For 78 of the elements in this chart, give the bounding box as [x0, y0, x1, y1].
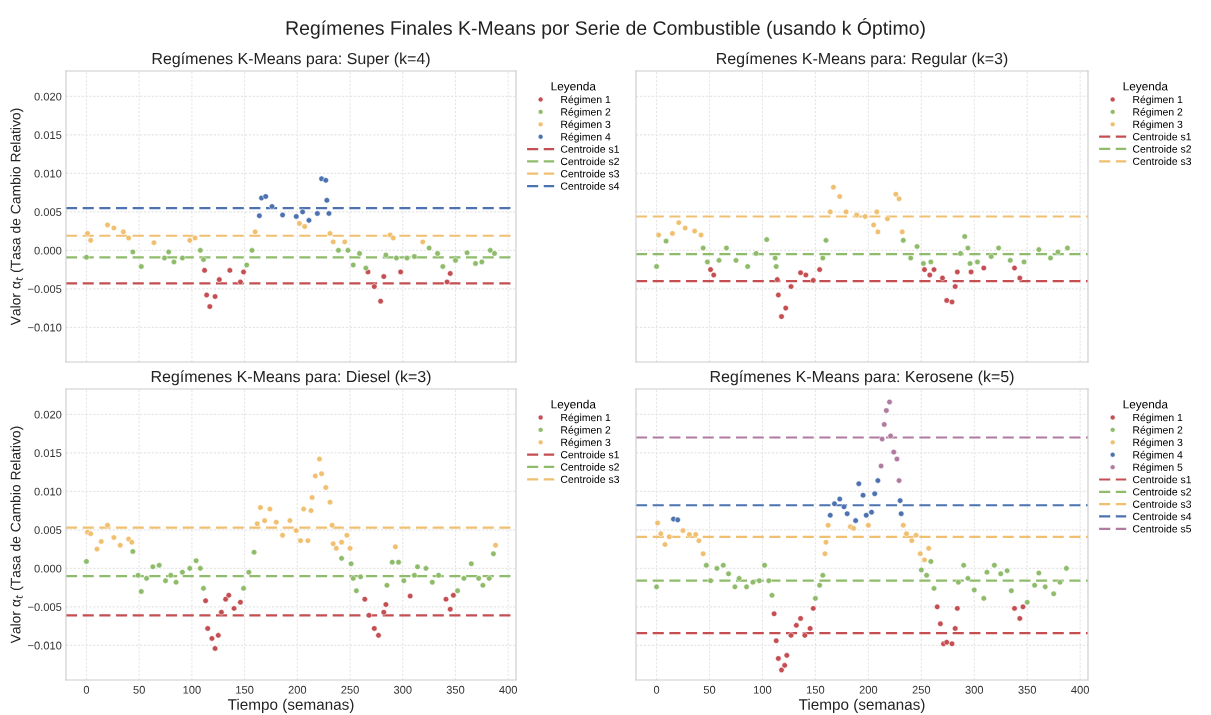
legend-label: Centroide s2	[560, 463, 619, 471]
x-tick-label: 0	[653, 685, 660, 694]
legend-label: Centroide s3	[1132, 500, 1192, 508]
legend-label: Régimen 3	[1133, 120, 1183, 131]
y-tick-label: 0.000	[34, 564, 62, 573]
text: Regímenes Finales K-Means por Serie de Combustible (usando k Óptimo)	[286, 17, 925, 39]
legend-label: Centroide s1	[560, 145, 619, 153]
legend-label: Régimen 3	[561, 438, 611, 449]
legend-label: Centroide s1	[1132, 475, 1192, 484]
x-tick-label: 50	[133, 685, 145, 694]
x-tick-label: 0	[83, 685, 90, 694]
x-tick-label: 350	[1018, 685, 1037, 694]
legend-label: Régimen 3	[1133, 438, 1183, 449]
y-tick-label: 0.010	[34, 169, 62, 178]
legend-label: Centroide s4	[560, 182, 620, 190]
x-tick-label: 200	[288, 685, 307, 694]
x-tick-label: 250	[912, 685, 931, 694]
legend-label: Régimen 4	[561, 132, 611, 143]
legend-title: Leyenda	[1123, 399, 1168, 411]
chart-title: Regímenes K-Means para: Diesel (k=3)	[151, 370, 431, 386]
y-tick-label: 0.005	[34, 526, 62, 535]
y-tick-label: −0.010	[28, 641, 62, 650]
x-tick-label: 300	[965, 685, 984, 694]
legend-label: Centroide s3	[560, 475, 620, 484]
legend-label: Régimen 1	[1133, 95, 1183, 106]
y-tick-label: 0.000	[34, 246, 62, 255]
legend-label: Régimen 2	[1133, 425, 1183, 436]
legend-title: Leyenda	[551, 81, 596, 93]
x-axis-title: Tiempo (semanas)	[798, 698, 925, 713]
chart-title: Regímenes K-Means para: Kerosene (k=5)	[710, 370, 1014, 386]
legend-label: Centroide s4	[1132, 512, 1192, 521]
legend-label: Régimen 1	[561, 413, 611, 424]
legend-label: Centroide s3	[1132, 157, 1192, 166]
legend-label: Centroide s2	[560, 157, 619, 166]
x-tick-label: 350	[446, 685, 465, 694]
point	[661, 541, 669, 548]
legend-label: Centroide s2	[1132, 145, 1191, 153]
x-tick-label: 250	[341, 685, 359, 694]
legend-label: Centroide s5	[1132, 524, 1192, 533]
y-tick-label: 0.005	[34, 208, 62, 217]
x-tick-label: 150	[806, 685, 825, 694]
y-tick-label: −0.010	[28, 323, 62, 332]
y-tick-label: −0.005	[28, 285, 62, 293]
y-tick-label: 0.020	[34, 410, 62, 419]
legend-label: Régimen 4	[1133, 450, 1183, 461]
legend-label: Régimen 2	[561, 107, 611, 118]
legend-label: Régimen 1	[1133, 413, 1183, 424]
legend-label: Centroide s1	[1132, 132, 1192, 141]
legend-label: Régimen 5	[1133, 463, 1183, 473]
y-tick-label: 0.015	[34, 449, 62, 458]
legend-label: Centroide s2	[1132, 487, 1191, 496]
x-axis-title: Tiempo (semanas)	[227, 698, 354, 713]
legend-title: Leyenda	[551, 399, 596, 411]
legend-label: Régimen 3	[561, 120, 611, 131]
y-tick-label: 0.015	[34, 131, 62, 140]
y-axis-title: Valor α$_{t}$ (Tasa de Cambio Relativo)	[10, 426, 24, 644]
chart-subtitle: Regímenes K-Means para: Super (k=4)	[152, 52, 430, 68]
x-tick-label: 300	[393, 685, 412, 694]
x-tick-label: 200	[859, 685, 878, 694]
x-tick-label: 100	[183, 685, 201, 694]
x-tick-label: 50	[703, 685, 716, 694]
x-tick-label: 150	[236, 685, 254, 694]
y-tick-label: −0.005	[28, 603, 62, 611]
y-tick-label: 0.020	[34, 92, 62, 101]
legend-label: Régimen 2	[561, 425, 611, 436]
legend-label: Régimen 2	[1133, 107, 1183, 118]
y-axis-title: Valor α$_{t}$ (Tasa de Cambio Relativo)	[10, 108, 24, 326]
legend-label: Régimen 1	[561, 95, 611, 106]
point	[679, 527, 687, 534]
legend-title: Leyenda	[1123, 81, 1168, 93]
x-tick-label: 100	[754, 685, 772, 694]
y-tick-label: 0.010	[34, 487, 62, 496]
x-tick-label: 400	[1071, 685, 1089, 694]
legend-label: Centroide s1	[560, 450, 619, 459]
x-tick-label: 400	[499, 685, 518, 694]
chart-title: Regímenes K-Means para: Regular (k=3)	[717, 52, 1008, 68]
legend-label: Centroide s3	[560, 169, 620, 178]
point	[914, 243, 921, 250]
